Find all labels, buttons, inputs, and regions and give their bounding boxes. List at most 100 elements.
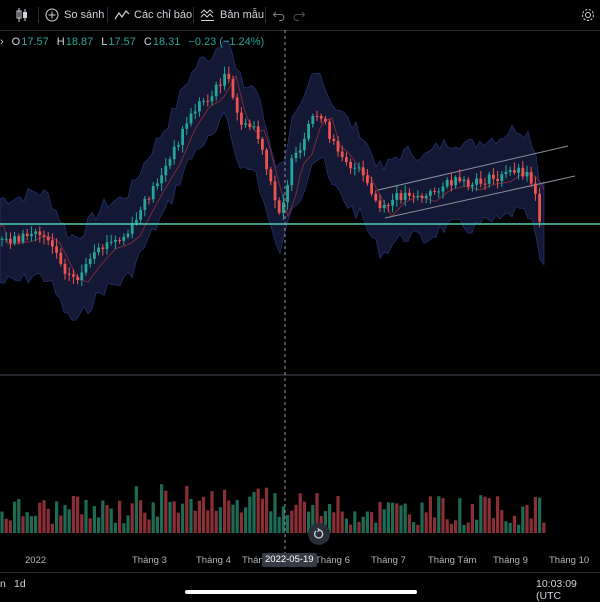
change-value: −0.23 (−1.24%) [188, 36, 265, 48]
close-key: C [143, 36, 152, 48]
candle-body [319, 115, 323, 119]
crosshair-date-badge: 2022-05-19 [262, 553, 317, 567]
volume-bar [139, 500, 143, 533]
candle-body [4, 238, 8, 240]
close-value: 18.31 [152, 36, 181, 48]
candle-body [492, 174, 495, 179]
redo-button[interactable] [292, 0, 306, 30]
candle-body [286, 185, 289, 203]
volume-bar [462, 524, 466, 533]
candle-body [21, 233, 25, 242]
volume-bar [508, 522, 512, 533]
candle-body [147, 198, 151, 200]
candle-body [244, 123, 247, 125]
candle-body [471, 184, 474, 187]
candle-body [76, 276, 79, 281]
volume-bar [160, 484, 164, 533]
candle-body [450, 180, 453, 186]
candle-body [160, 175, 163, 184]
candle-body [349, 161, 352, 169]
candle-body [273, 181, 277, 201]
compare-button[interactable]: So sánh [45, 0, 104, 30]
candle-body [399, 193, 403, 200]
reset-chart-button[interactable] [308, 523, 330, 545]
x-axis-tick-label: Tháng 9 [493, 555, 528, 566]
volume-bar [479, 495, 483, 533]
chart-type-button[interactable] [14, 0, 30, 30]
volume-bar [277, 516, 281, 533]
home-indicator [185, 590, 417, 594]
volume-bar [193, 510, 197, 533]
volume-bar [239, 512, 243, 533]
candle-body [9, 238, 12, 244]
candle-body [51, 240, 54, 247]
volume-bar [311, 504, 315, 533]
interval-1d[interactable]: 1d [14, 578, 26, 590]
candle-body [240, 112, 243, 125]
volume-bar [155, 516, 159, 533]
volume-bar [470, 503, 474, 533]
candle-body [483, 183, 487, 185]
volume-bar [269, 511, 273, 533]
volume-bar [63, 505, 67, 533]
candle-body [378, 200, 382, 209]
undo-icon [272, 11, 285, 21]
interval-partial[interactable]: n [0, 578, 6, 590]
candle-body [193, 111, 197, 114]
settings-button[interactable] [580, 0, 596, 30]
volume-bar [109, 508, 113, 533]
collapse-chevron-icon[interactable]: › [0, 36, 4, 48]
volume-bar [46, 508, 50, 533]
volume-bar [231, 504, 235, 533]
volume-bar [428, 496, 432, 533]
volume-bar [151, 502, 155, 533]
volume-bar [302, 501, 306, 533]
volume-bar [4, 518, 8, 533]
volume-bar [88, 518, 92, 533]
candle-body [294, 152, 298, 159]
candle-body [345, 157, 348, 162]
candle-body [454, 177, 457, 186]
toolbar-divider [193, 7, 194, 23]
volume-bar [487, 498, 491, 533]
volume-bar [496, 496, 500, 533]
x-axis-tick-label: Tháng 3 [132, 555, 167, 566]
candles-icon [16, 8, 27, 22]
volume-bar [92, 506, 96, 533]
price-chart[interactable]: 2022 Tháng 3 Tháng 4 Tháng 5 Tháng 6 Tháng 7 T… [0, 30, 600, 572]
reset-icon [314, 528, 324, 539]
volume-bar [521, 506, 525, 533]
candle-body [366, 175, 369, 184]
candle-body [214, 84, 218, 97]
candle-body [109, 241, 113, 243]
volume-bar [315, 493, 319, 533]
volume-bar [281, 506, 285, 533]
candle-body [172, 146, 176, 160]
candle-body [185, 123, 189, 129]
candle-body [139, 209, 142, 220]
candle-body [59, 252, 63, 264]
templates-button[interactable]: Bản mẫu [200, 0, 264, 30]
volume-bar [218, 507, 222, 533]
undo-button[interactable] [272, 0, 286, 30]
volume-bar [533, 497, 537, 533]
templates-icon [200, 9, 214, 21]
volume-bar [454, 520, 458, 533]
volume-bar [344, 518, 348, 533]
candle-body [223, 73, 226, 86]
candle-body [479, 178, 483, 184]
volume-bar [437, 496, 441, 533]
volume-bar [168, 501, 172, 533]
indicators-button[interactable]: Các chỉ báo [114, 0, 192, 30]
volume-bar [357, 521, 361, 533]
volume-bar [71, 495, 75, 533]
candle-body [231, 79, 235, 98]
redo-icon [293, 11, 306, 21]
volume-bar [290, 510, 294, 533]
volume-bar [59, 515, 63, 533]
volume-bar [185, 485, 189, 533]
volume-bar [164, 490, 168, 533]
top-toolbar: So sánh Các chỉ báo Bản mẫu [0, 0, 600, 31]
volume-bar [403, 503, 407, 533]
templates-label: Bản mẫu [220, 9, 265, 21]
